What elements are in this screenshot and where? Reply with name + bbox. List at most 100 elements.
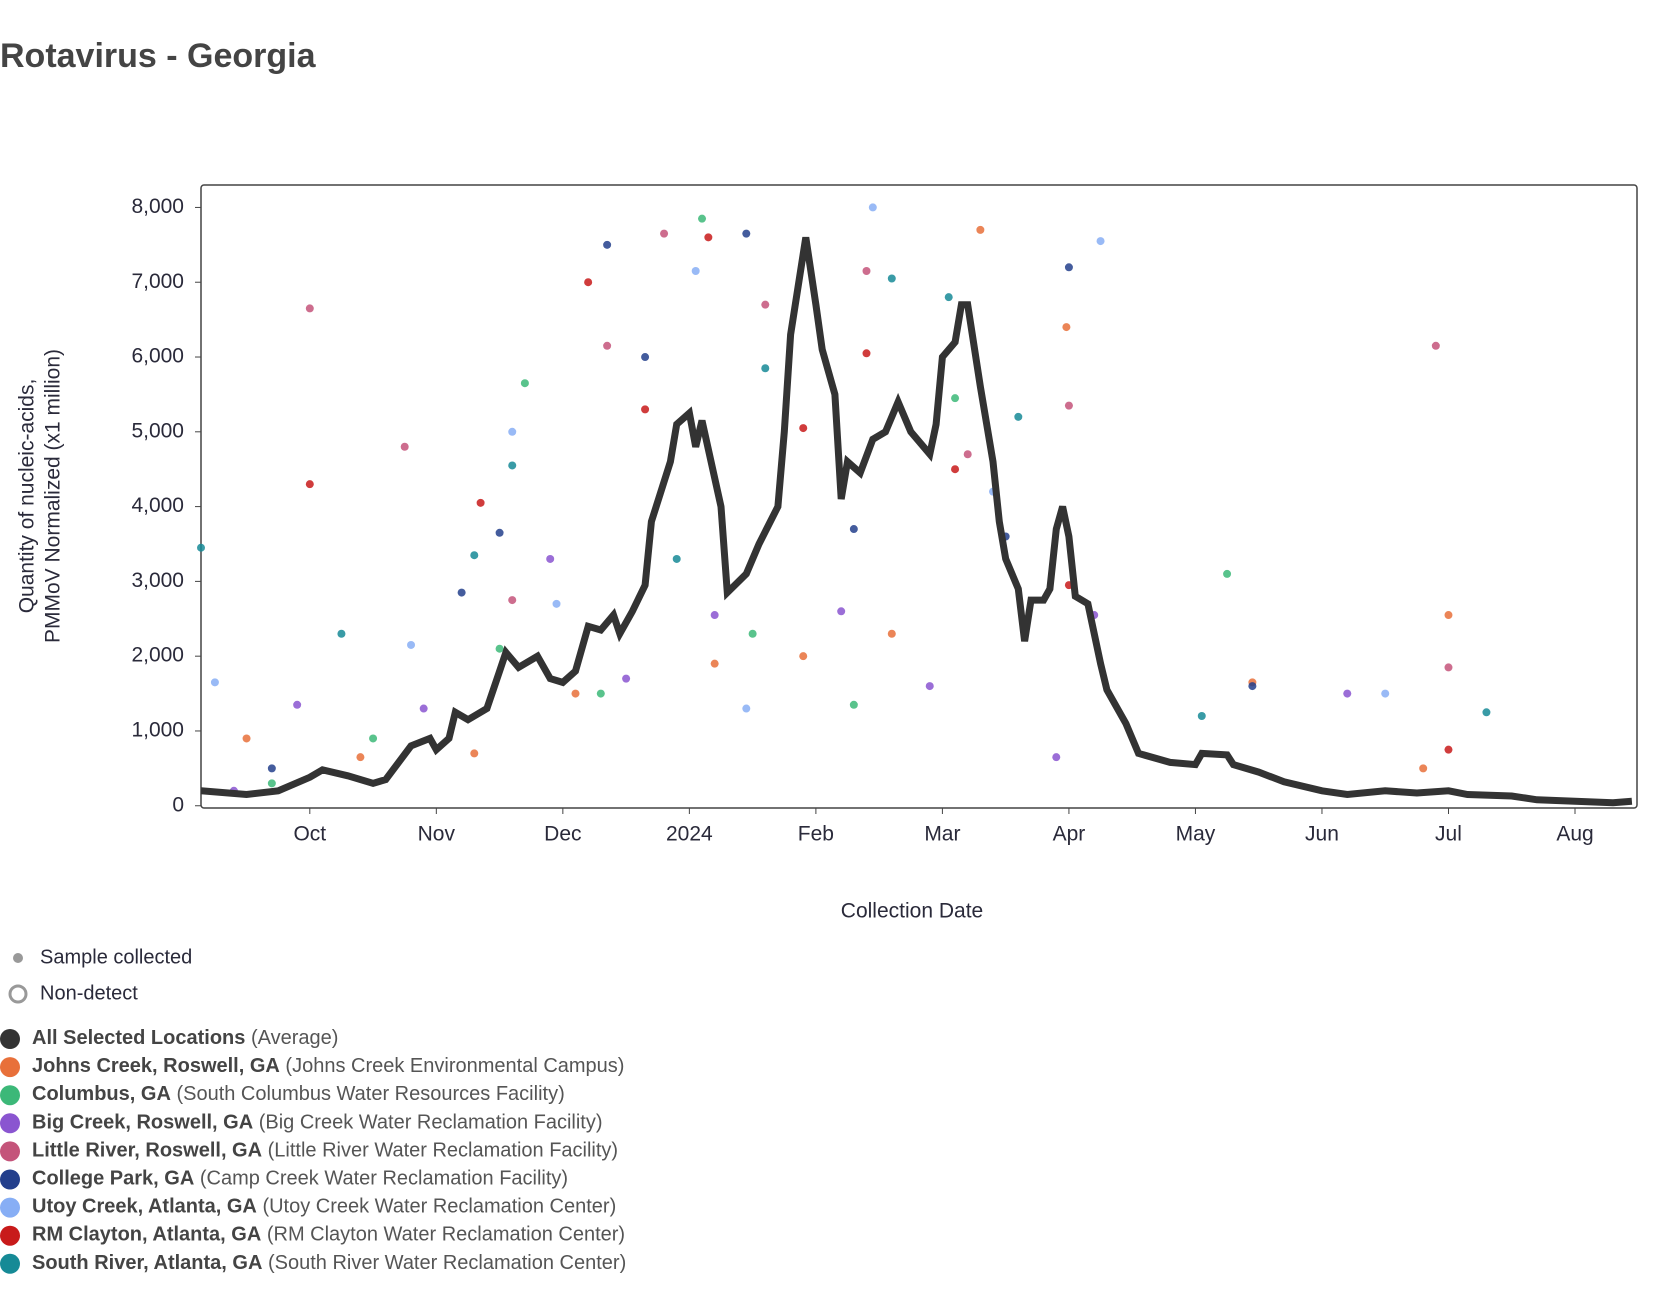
sample-point	[837, 607, 846, 616]
sample-point	[1062, 323, 1071, 332]
sample-point	[476, 498, 485, 507]
sample-point	[1248, 682, 1257, 691]
sample-point	[742, 704, 751, 713]
legend-name: RM Clayton, Atlanta, GA	[32, 1224, 261, 1246]
y-tick-label: 5,000	[131, 419, 184, 442]
legend-swatch	[0, 1225, 20, 1246]
legend-name: Johns Creek, Roswell, GA	[32, 1055, 280, 1077]
legend-label: Columbus, GA (South Columbus Water Resou…	[32, 1083, 565, 1105]
sample-point	[710, 611, 719, 620]
legend-detail: (Johns Creek Environmental Campus)	[285, 1055, 624, 1077]
sample-point	[1482, 708, 1491, 717]
legend-label: Big Creek, Roswell, GA (Big Creek Water …	[32, 1112, 603, 1134]
legend-swatch	[0, 1029, 20, 1049]
x-tick-label: 2024	[666, 823, 713, 846]
sample-point	[1223, 569, 1232, 578]
sample-point	[293, 700, 302, 709]
sample-point	[546, 554, 555, 563]
legend-label: College Park, GA (Camp Creek Water Recla…	[32, 1168, 568, 1190]
legend-swatch	[0, 1141, 20, 1162]
legend-label: Little River, Roswell, GA (Little River …	[32, 1140, 618, 1162]
x-tick-label: May	[1176, 823, 1216, 846]
legend-swatch	[0, 1113, 20, 1134]
sample-point	[641, 353, 650, 362]
sample-point	[691, 267, 700, 276]
sample-point	[520, 379, 529, 388]
sample-point	[596, 689, 605, 698]
sample-point	[849, 525, 858, 534]
sample-point	[508, 427, 517, 436]
sample-point	[862, 267, 871, 276]
sample-point	[470, 749, 479, 758]
sample-point	[356, 753, 365, 762]
sample-point	[1419, 764, 1428, 773]
x-tick-label: Dec	[544, 823, 581, 846]
average-line	[200, 236, 1633, 807]
sample-point	[1431, 341, 1440, 350]
y-tick-label: 7,000	[131, 270, 184, 293]
sample-point	[704, 233, 713, 242]
legend-label: Johns Creek, Roswell, GA (Johns Creek En…	[32, 1055, 624, 1077]
legend-symbol	[13, 953, 23, 963]
sample-point	[951, 394, 960, 403]
sample-point	[210, 678, 219, 687]
sample-point	[337, 629, 346, 638]
x-tick-label: Apr	[1053, 823, 1086, 846]
sample-point	[552, 599, 561, 608]
sample-point	[887, 629, 896, 638]
sample-point	[1064, 401, 1073, 410]
sample-point	[1096, 237, 1105, 246]
sample-point	[660, 229, 669, 238]
x-tick-label: Aug	[1556, 823, 1593, 846]
y-tick-label: 0	[172, 793, 184, 816]
legend-detail: (Utoy Creek Water Reclamation Center)	[262, 1196, 616, 1218]
sample-point	[976, 225, 985, 234]
legend-name: Utoy Creek, Atlanta, GA	[32, 1196, 257, 1218]
sample-point	[400, 442, 409, 451]
sample-point	[495, 528, 504, 537]
legend-label: Non-detect	[40, 982, 138, 1004]
sample-point	[698, 214, 707, 223]
sample-point	[1197, 712, 1206, 721]
legend-label: RM Clayton, Atlanta, GA (RM Clayton Wate…	[32, 1224, 625, 1246]
sample-point	[1343, 689, 1352, 698]
sample-point	[242, 734, 251, 743]
sample-point	[508, 596, 517, 605]
legend-swatch	[0, 1085, 20, 1106]
sample-point	[944, 293, 953, 302]
sample-point	[799, 424, 808, 433]
legend-swatch	[0, 1057, 20, 1078]
y-tick-label: 6,000	[131, 345, 184, 368]
sample-point	[603, 240, 612, 249]
sample-point	[748, 629, 757, 638]
legend-name: Columbus, GA	[32, 1083, 171, 1105]
legend-swatch	[0, 1253, 20, 1274]
legend-detail: (Average)	[251, 1027, 338, 1049]
sample-point	[868, 203, 877, 212]
chart-title: Rotavirus - Georgia	[0, 37, 317, 75]
sample-point	[457, 588, 466, 597]
legend-detail: (Big Creek Water Reclamation Facility)	[259, 1112, 603, 1134]
sample-point	[1444, 663, 1453, 672]
sample-point	[1052, 753, 1061, 762]
sample-point	[470, 551, 479, 560]
sample-point	[1444, 611, 1453, 620]
sample-point	[197, 543, 205, 552]
sample-point	[369, 734, 378, 743]
x-tick-label: Feb	[798, 823, 834, 846]
sample-point	[799, 652, 808, 661]
sample-point	[672, 554, 681, 563]
sample-point	[603, 341, 612, 350]
sample-point	[622, 674, 631, 683]
legend-name: South River, Atlanta, GA	[32, 1252, 262, 1274]
sample-point	[267, 779, 276, 788]
plot-frame	[200, 184, 1638, 809]
legend-detail: (South River Water Reclamation Center)	[268, 1252, 626, 1274]
sample-point	[742, 229, 751, 238]
sample-point	[710, 659, 719, 668]
legend-swatch	[0, 1197, 20, 1218]
sample-point	[305, 304, 314, 313]
legend-detail: (RM Clayton Water Reclamation Center)	[267, 1224, 625, 1246]
